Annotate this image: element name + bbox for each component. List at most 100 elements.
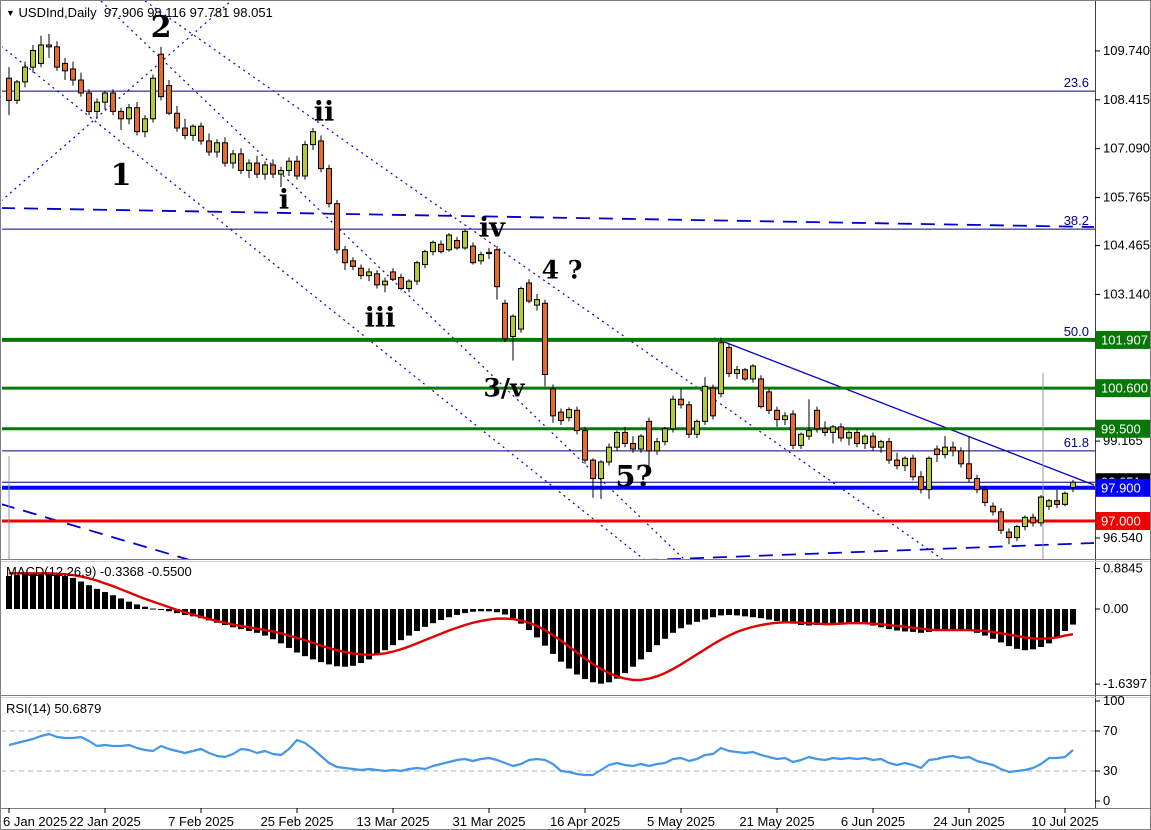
macd-bar (286, 609, 292, 648)
rsi-scale-label: 70 (1103, 723, 1117, 738)
macd-bar (990, 609, 996, 639)
bull-candle (942, 446, 948, 456)
trendline-solid-4[interactable] (713, 337, 1095, 486)
x-tick-label: 6 Jan 2025 (3, 814, 67, 829)
wave-label-i[interactable]: i (279, 185, 289, 216)
macd-panel (6, 572, 1076, 684)
macd-bar (942, 609, 948, 631)
bull-candle (534, 299, 540, 306)
bear-candle (54, 46, 60, 68)
bull-candle (1046, 500, 1052, 507)
macd-bar (22, 574, 28, 609)
price-badge-97.900 (1096, 478, 1150, 497)
wave-label-5[interactable]: 5? (615, 459, 652, 493)
rsi-scale-label: 30 (1103, 763, 1117, 778)
symbol-period-label: USDInd,Daily (18, 5, 97, 20)
low-value: 97.781 (189, 5, 230, 20)
macd-bar (702, 609, 708, 620)
macd-bar (38, 573, 44, 609)
bull-candle (1014, 526, 1020, 539)
x-tick-label: 21 May 2025 (739, 814, 814, 829)
macd-bar (974, 609, 980, 633)
macd-bar (574, 609, 580, 675)
wave-label-1[interactable]: 1 (111, 158, 132, 193)
trendline-longdash-7[interactable] (621, 542, 1095, 561)
macd-scale-label: 0.00 (1103, 601, 1128, 616)
bear-candle (438, 243, 444, 253)
trendline-longdash-6[interactable] (1, 503, 193, 561)
macd-bar (14, 575, 20, 609)
bull-candle (510, 315, 516, 337)
bear-candle (1030, 516, 1036, 524)
x-tick-label: 31 Mar 2025 (453, 814, 526, 829)
wave-label-iii[interactable]: iii (365, 303, 396, 334)
bear-candle (174, 112, 180, 129)
trendline-dotted-0[interactable] (1, 1, 232, 201)
macd-bar (6, 576, 12, 609)
x-tick-label: 25 Feb 2025 (260, 814, 333, 829)
price-badge-text: 97.000 (1101, 514, 1141, 529)
bull-candle (806, 430, 812, 437)
price-badge-text: 97.900 (1101, 480, 1141, 495)
bear-candle (838, 426, 844, 439)
macd-bar (342, 609, 348, 667)
bear-candle (526, 282, 532, 302)
wave-label-3v[interactable]: 3/v (483, 374, 526, 403)
bear-candle (870, 435, 876, 448)
macd-bar (334, 609, 340, 667)
macd-bar (158, 609, 164, 610)
bull-candle (446, 234, 452, 251)
x-tick-label: 16 Apr 2025 (550, 814, 620, 829)
rsi-indicator-label: RSI(14) 50.6879 (6, 701, 102, 716)
bull-candle (278, 169, 284, 175)
macd-bar (398, 609, 404, 641)
macd-bar (670, 609, 676, 633)
bull-candle (598, 461, 604, 480)
bear-candle (726, 347, 732, 374)
bear-candle (854, 431, 860, 445)
macd-bar (718, 609, 724, 616)
wave-label-iv[interactable]: iv (479, 213, 506, 244)
macd-bar (94, 588, 100, 609)
wave-label-2[interactable]: 2 (151, 10, 172, 45)
macd-bar (110, 595, 116, 609)
bear-candle (206, 140, 212, 153)
trendline-longdash-5[interactable] (1, 207, 1095, 228)
bear-candle (182, 127, 188, 136)
bull-candle (670, 398, 676, 430)
bull-candle (878, 441, 884, 448)
macd-bar (238, 609, 244, 630)
rsi-line (8, 732, 1074, 777)
macd-bar (1054, 609, 1060, 638)
wave-label-ii[interactable]: ii (314, 97, 335, 128)
bear-candle (998, 511, 1004, 531)
bull-candle (14, 81, 20, 101)
macd-bar (478, 609, 484, 612)
bull-candle (94, 101, 100, 112)
macd-bar (118, 598, 124, 609)
macd-bar (766, 609, 772, 620)
price-badge-101.907 (1096, 330, 1150, 349)
macd-bar (510, 609, 516, 619)
bear-candle (270, 164, 276, 175)
x-tick-label: 7 Feb 2025 (168, 814, 234, 829)
wave-label-4[interactable]: 4 ? (542, 256, 583, 285)
macd-bar (230, 609, 236, 628)
macd-bar (838, 609, 844, 623)
macd-bar (382, 609, 388, 651)
macd-bar (638, 609, 644, 660)
macd-signal-line (9, 572, 1074, 682)
bear-candle (350, 260, 356, 267)
macd-bar (862, 609, 868, 625)
macd-bar (134, 604, 140, 609)
rsi-scale-label: 100 (1103, 693, 1125, 708)
symbol-dropdown-icon[interactable]: ▼ (6, 8, 15, 18)
bull-candle (190, 125, 196, 136)
bear-candle (686, 404, 692, 435)
macd-bar (870, 609, 876, 626)
macd-bar (646, 609, 652, 653)
trendline-dotted-2[interactable] (144, 1, 945, 561)
bear-candle (318, 140, 324, 170)
